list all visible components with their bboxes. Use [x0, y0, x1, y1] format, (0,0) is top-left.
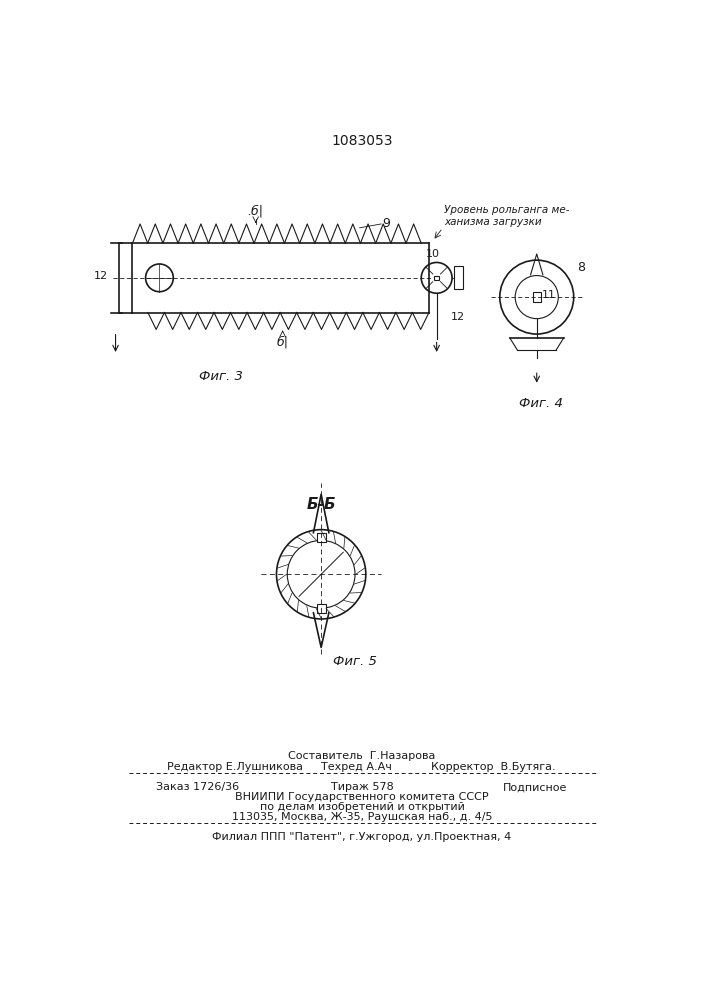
Text: Корректор  В.Бутяга.: Корректор В.Бутяга.: [431, 762, 556, 772]
Text: Тираж 578: Тираж 578: [331, 782, 393, 792]
Text: Фиг. 5: Фиг. 5: [333, 655, 377, 668]
Bar: [454, 266, 463, 289]
Text: 1083053: 1083053: [331, 134, 392, 148]
Text: 9: 9: [382, 217, 390, 230]
Text: 8: 8: [577, 261, 585, 274]
Bar: [317, 604, 326, 613]
Text: 113035, Москва, Ж-35, Раушская наб., д. 4/5: 113035, Москва, Ж-35, Раушская наб., д. …: [232, 812, 492, 822]
Bar: [434, 276, 439, 280]
Text: Б-Б: Б-Б: [306, 497, 336, 512]
Text: Фиг. 3: Фиг. 3: [199, 370, 243, 383]
Text: Уровень рольганга ме-
ханизма загрузки: Уровень рольганга ме- ханизма загрузки: [444, 205, 570, 227]
Text: 11: 11: [542, 290, 556, 300]
Text: Подписное: Подписное: [503, 782, 568, 792]
Bar: [533, 292, 541, 302]
Text: б|: б|: [276, 336, 288, 349]
Text: Техред А.Ач: Техред А.Ач: [321, 762, 392, 772]
Text: 10: 10: [426, 249, 440, 259]
Text: 12: 12: [94, 271, 108, 281]
Text: 12: 12: [450, 312, 464, 322]
Text: Редактор Е.Лушникова: Редактор Е.Лушникова: [167, 762, 303, 772]
Text: ВНИИПИ Государственного комитета СССР: ВНИИПИ Государственного комитета СССР: [235, 792, 489, 802]
Bar: [317, 533, 326, 542]
Text: по делам изобретений и открытий: по делам изобретений и открытий: [259, 802, 464, 812]
Text: Заказ 1726/36: Заказ 1726/36: [156, 782, 239, 792]
Text: .б|: .б|: [247, 205, 264, 218]
Text: Фиг. 4: Фиг. 4: [519, 397, 563, 410]
Text: Филиал ППП "Патент", г.Ужгород, ул.Проектная, 4: Филиал ППП "Патент", г.Ужгород, ул.Проек…: [212, 832, 512, 842]
Text: Составитель  Г.Назарова: Составитель Г.Назарова: [288, 751, 436, 761]
